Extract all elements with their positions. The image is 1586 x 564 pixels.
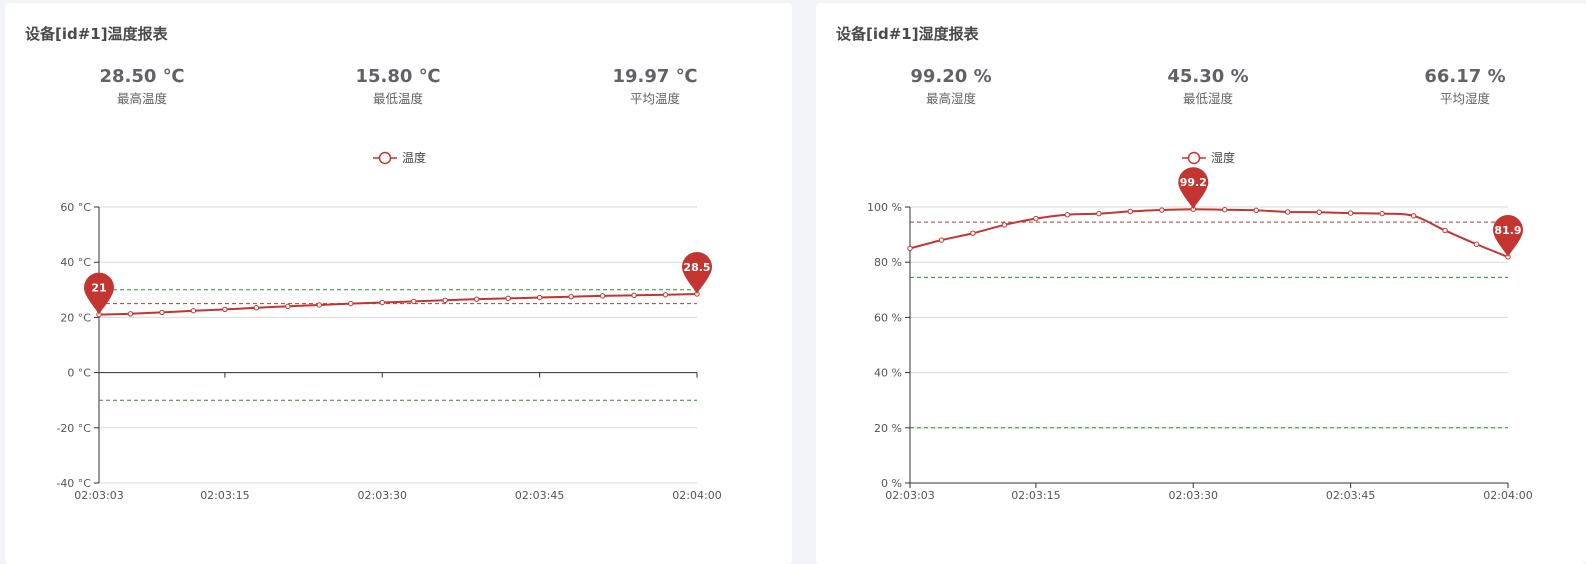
- temp-x-tick-label: 02:03:45: [515, 489, 564, 502]
- max-temperature-stat: 28.50 ℃ 最高温度: [62, 65, 222, 109]
- min-temperature-stat: 15.80 ℃ 最低温度: [318, 65, 478, 109]
- temp-data-point: [159, 309, 165, 316]
- avg-temperature-stat: 19.97 ℃ 平均温度: [575, 65, 735, 109]
- temp-data-point: [253, 305, 260, 311]
- min-humidity-stat: 45.30 % 最低湿度: [1128, 65, 1288, 109]
- hum-data-point: [907, 245, 913, 252]
- hum-y-tick-label: 80 %: [874, 256, 902, 269]
- hum-data-point: [1001, 222, 1008, 228]
- temp-x-tick-label: 02:04:00: [672, 489, 721, 502]
- temp-data-point: [536, 294, 543, 301]
- max-humidity-value: 99.20 %: [910, 66, 992, 87]
- hum-mark-point-pin: [1493, 214, 1523, 257]
- hum-series-line: [909, 208, 1509, 258]
- hum-data-point: [1379, 210, 1385, 217]
- temp-mark-point-label: 21: [91, 282, 106, 295]
- hum-y-tick-label: 40 %: [874, 367, 902, 380]
- temp-x-tick-label: 02:03:15: [200, 489, 249, 502]
- hum-data-point: [1064, 212, 1071, 218]
- temp-data-point: [190, 308, 197, 314]
- temp-data-point: [599, 293, 606, 299]
- hum-x-tick-label: 02:03:15: [1011, 489, 1060, 502]
- min-humidity-label: 最低湿度: [1182, 91, 1233, 106]
- avg-humidity-value: 66.17 %: [1424, 66, 1506, 87]
- max-humidity-label: 最高湿度: [925, 91, 976, 106]
- min-humidity-value: 45.30 %: [1167, 66, 1249, 87]
- temp-data-point: [222, 306, 228, 313]
- temperature-report-title: 设备[id#1]温度报表: [25, 25, 168, 43]
- temp-legend-marker: [378, 151, 392, 165]
- temp-mark-point-pin: [84, 272, 114, 315]
- temp-data-point: [316, 302, 323, 308]
- hum-data-point: [1442, 227, 1448, 234]
- temp-y-tick-label: 0 °C: [67, 367, 91, 380]
- temp-data-point: [285, 303, 291, 310]
- temp-y-tick-label: 40 °C: [60, 256, 91, 269]
- temp-y-tick-label: 20 °C: [60, 311, 91, 324]
- temp-mark-point-pin: [682, 251, 712, 294]
- hum-y-tick-label: 60 %: [874, 311, 902, 324]
- hum-data-point: [1127, 208, 1134, 215]
- max-temperature-value: 28.50 ℃: [99, 66, 185, 87]
- hum-data-point: [1159, 207, 1165, 213]
- temp-x-tick-label: 02:03:03: [74, 489, 123, 502]
- hum-data-point: [1096, 210, 1102, 217]
- avg-humidity-label: 平均湿度: [1439, 91, 1490, 106]
- hum-x-tick-label: 02:03:03: [885, 489, 934, 502]
- temp-series-line: [98, 292, 698, 316]
- humidity-line-chart: 0 % 20 % 40 % 60 % 80 % 100 % 02:03:03 02:03:15…: [867, 150, 1533, 502]
- hum-data-point: [1410, 213, 1417, 219]
- hum-x-tick-label: 02:03:30: [1169, 489, 1218, 502]
- avg-temperature-label: 平均温度: [629, 91, 680, 106]
- temp-data-point: [568, 294, 574, 300]
- temp-data-point: [662, 292, 669, 298]
- hum-legend-marker: [1187, 151, 1201, 165]
- hum-data-point: [970, 230, 976, 236]
- hum-mark-point-label: 81.9: [1494, 224, 1521, 237]
- hum-mark-point-label: 99.2: [1180, 176, 1207, 189]
- min-temperature-label: 最低温度: [372, 91, 423, 106]
- temp-x-tick-label: 02:03:30: [358, 489, 407, 502]
- hum-data-point: [1473, 241, 1480, 247]
- temp-data-point: [348, 300, 354, 307]
- hum-y-tick-label: 20 %: [874, 422, 902, 435]
- hum-y-tick-label: 0 %: [881, 477, 902, 490]
- temp-data-point: [631, 292, 637, 299]
- humidity-report-panel: 设备[id#1]湿度报表 99.20 % 最高湿度 45.30 % 最低湿度 6…: [816, 3, 1586, 564]
- hum-x-tick-label: 02:03:45: [1326, 489, 1375, 502]
- max-temperature-label: 最高温度: [116, 91, 167, 106]
- hum-data-point: [1222, 207, 1228, 213]
- temp-y-tick-label: -40 °C: [56, 477, 91, 490]
- hum-legend-label: 湿度: [1211, 150, 1235, 165]
- humidity-report-title: 设备[id#1]湿度报表: [836, 25, 979, 43]
- hum-data-point: [1347, 210, 1354, 216]
- temp-data-point: [442, 297, 448, 303]
- temp-data-point: [411, 298, 417, 305]
- temp-data-point: [505, 295, 511, 302]
- hum-y-tick-label: 100 %: [867, 201, 902, 214]
- temp-data-point: [379, 299, 385, 306]
- hum-data-point: [1033, 215, 1039, 222]
- temp-y-tick-label: 60 °C: [60, 201, 91, 214]
- temp-legend-label: 温度: [402, 150, 426, 165]
- temp-data-point: [473, 296, 480, 302]
- temperature-line-chart: -40 °C -20 °C 0 °C 20 °C 40 °C 60 °C 02:03:03 0…: [56, 150, 721, 502]
- hum-mark-point-pin: [1178, 167, 1209, 210]
- temperature-report-panel: 设备[id#1]温度报表 28.50 ℃ 最高温度 15.80 ℃ 最低温度 1…: [5, 3, 792, 564]
- temp-data-point: [127, 311, 134, 317]
- max-humidity-stat: 99.20 % 最高湿度: [871, 65, 1031, 109]
- hum-data-point: [1316, 209, 1322, 215]
- min-temperature-value: 15.80 ℃: [355, 66, 441, 87]
- temp-y-tick-label: -20 °C: [56, 422, 91, 435]
- avg-humidity-stat: 66.17 % 平均湿度: [1385, 65, 1545, 109]
- avg-temperature-value: 19.97 ℃: [612, 66, 698, 87]
- hum-data-point: [1284, 209, 1291, 215]
- temp-mark-point-label: 28.5: [683, 261, 710, 274]
- hum-data-point: [1253, 207, 1259, 214]
- hum-data-point: [938, 237, 945, 243]
- hum-x-tick-label: 02:04:00: [1483, 489, 1532, 502]
